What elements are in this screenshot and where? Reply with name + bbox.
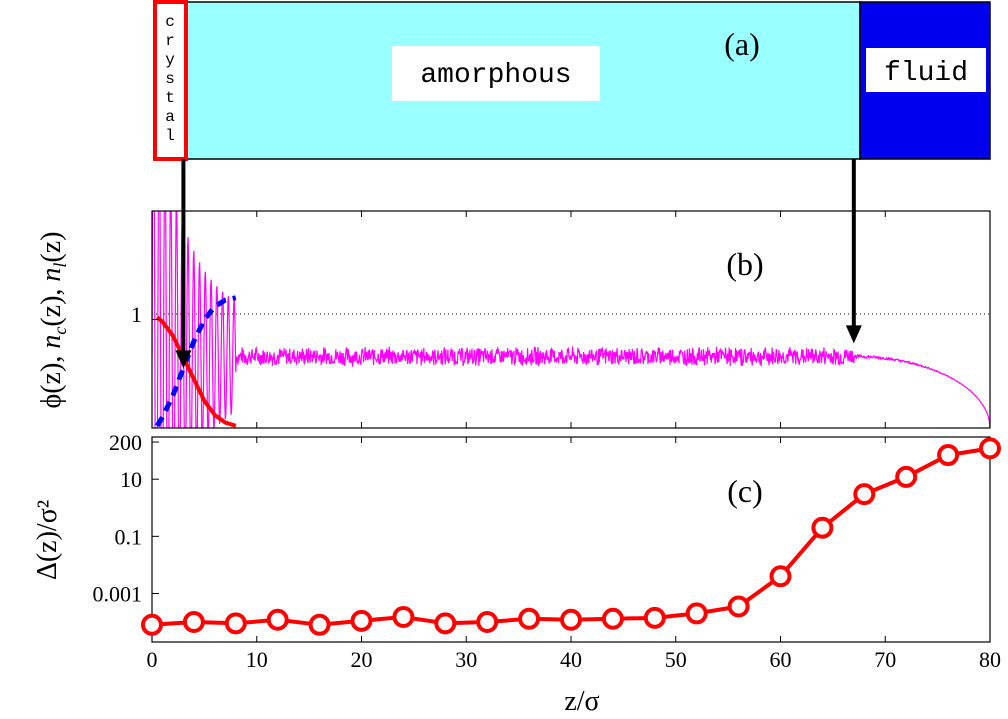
data-point bbox=[811, 516, 834, 539]
data-point bbox=[937, 444, 960, 467]
data-point bbox=[853, 483, 876, 506]
y-tick-label: 0.001 bbox=[93, 581, 143, 606]
panel-a-label: (a) bbox=[724, 26, 760, 62]
data-point bbox=[308, 613, 331, 636]
x-tick-label: 0 bbox=[147, 647, 158, 672]
panel-b: 1 (b) ϕ(z), nc(z), nl(z) bbox=[36, 210, 991, 429]
data-point bbox=[895, 465, 918, 488]
x-tick-label: 10 bbox=[246, 647, 268, 672]
series-red bbox=[155, 315, 237, 428]
panel-b-label: (b) bbox=[726, 246, 763, 282]
arrows bbox=[175, 159, 862, 369]
data-point bbox=[685, 602, 708, 625]
panel-b-ticks bbox=[151, 211, 991, 428]
amorphous-label-box bbox=[392, 46, 600, 101]
data-point bbox=[518, 607, 541, 630]
series-magenta bbox=[152, 211, 990, 428]
panel-c-xlabel: z/σ bbox=[564, 686, 599, 717]
arrow-head bbox=[845, 325, 862, 344]
crystal-letter: a bbox=[165, 108, 175, 126]
data-point bbox=[434, 612, 457, 635]
x-tick-label: 70 bbox=[874, 647, 896, 672]
panel-c-label: (c) bbox=[727, 473, 763, 509]
data-point bbox=[727, 595, 750, 618]
x-tick-label: 30 bbox=[455, 647, 477, 672]
fluid-label: fluid bbox=[884, 58, 968, 89]
y-tick-label: 10 bbox=[120, 467, 142, 492]
arrow-head bbox=[175, 350, 192, 369]
data-point bbox=[979, 437, 1001, 460]
crystal-letter: r bbox=[165, 32, 175, 50]
panel-c: 0 10 20 30 40 50 60 70 80 0.001 0.1 10 200 (c) Δ(z)/… bbox=[32, 430, 1001, 717]
crystal-letter: t bbox=[165, 89, 175, 107]
amorphous-label: amorphous bbox=[420, 60, 571, 91]
data-markers bbox=[141, 437, 1001, 636]
data-point bbox=[182, 611, 205, 634]
data-point bbox=[476, 611, 499, 634]
panel-c-ylabel: Δ(z)/σ² bbox=[32, 500, 63, 580]
data-point bbox=[560, 608, 582, 631]
fluid-label-box bbox=[866, 48, 986, 92]
panel-b-ylabel: ϕ(z), nc(z), nl(z) bbox=[36, 232, 70, 409]
data-point bbox=[266, 608, 289, 631]
x-tick-label: 60 bbox=[770, 647, 792, 672]
x-tick-label: 50 bbox=[665, 647, 687, 672]
series-red-circles bbox=[151, 446, 991, 627]
x-tick-label: 80 bbox=[979, 647, 1001, 672]
crystal-letter: y bbox=[165, 51, 175, 69]
data-point bbox=[643, 606, 666, 629]
data-point bbox=[224, 612, 247, 635]
data-point bbox=[350, 609, 373, 632]
data-point bbox=[392, 606, 415, 629]
data-point bbox=[769, 565, 792, 588]
panel-b-ytick: 1 bbox=[131, 302, 142, 327]
data-point bbox=[601, 607, 624, 630]
panel-c-ticks: 0 10 20 30 40 50 60 70 80 0.001 0.1 10 200 bbox=[93, 430, 1002, 672]
y-tick-label: 200 bbox=[109, 430, 142, 455]
crystal-letter: l bbox=[165, 127, 175, 145]
series-blue-dashed bbox=[155, 295, 237, 428]
panel-b-frame bbox=[151, 210, 991, 429]
crystal-letter: c bbox=[165, 13, 175, 31]
x-tick-label: 20 bbox=[351, 647, 373, 672]
x-tick-label: 40 bbox=[560, 647, 582, 672]
y-tick-label: 0.1 bbox=[115, 524, 143, 549]
data-point bbox=[141, 613, 163, 636]
crystal-letter: s bbox=[165, 70, 175, 88]
crystal-region bbox=[153, 0, 188, 161]
